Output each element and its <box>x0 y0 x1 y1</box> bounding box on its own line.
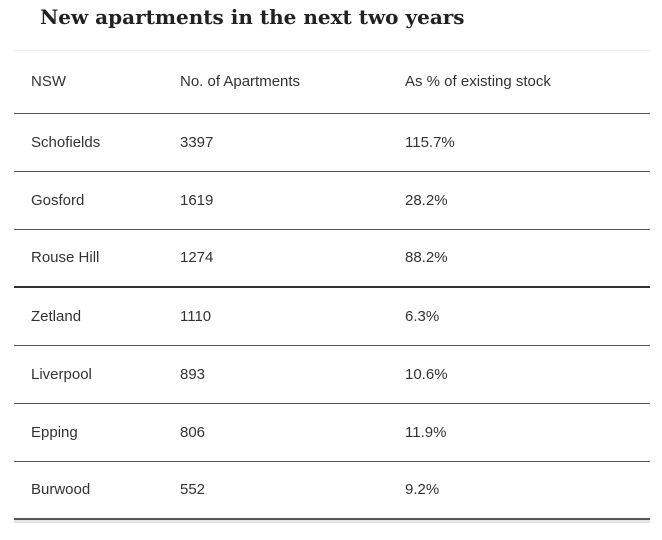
table-header: NSW No. of Apartments As % of existing s… <box>14 51 650 114</box>
cell-percent: 115.7% <box>405 133 455 151</box>
page-title: New apartments in the next two years <box>40 5 465 29</box>
table-row: Epping 806 11.9% <box>14 403 650 461</box>
table-row: Burwood 552 9.2% <box>14 461 650 519</box>
cell-percent: 9.2% <box>405 481 440 499</box>
cell-suburb: Liverpool <box>31 365 92 383</box>
cell-apartments: 1110 <box>180 307 212 325</box>
cell-apartments: 1274 <box>180 249 214 267</box>
cell-suburb: Epping <box>31 423 78 441</box>
cell-suburb: Gosford <box>31 191 85 209</box>
table-bottom-shadow <box>14 520 650 523</box>
cell-suburb: Schofields <box>31 133 101 151</box>
cell-apartments: 3397 <box>180 133 214 151</box>
cell-percent: 11.9% <box>405 423 447 441</box>
table-row: Liverpool 893 10.6% <box>14 345 650 403</box>
header-nsw: NSW <box>14 51 180 114</box>
cell-suburb: Rouse Hill <box>31 249 100 267</box>
table-body: Schofields 3397 115.7% Gosford 1619 28.2… <box>14 113 650 519</box>
apartments-table-container: NSW No. of Apartments As % of existing s… <box>14 50 650 523</box>
cell-suburb: Zetland <box>31 307 82 325</box>
header-percent-stock: As % of existing stock <box>405 51 650 114</box>
table-top-rule <box>14 50 650 51</box>
table-row: Gosford 1619 28.2% <box>14 171 650 229</box>
header-row: NSW No. of Apartments As % of existing s… <box>14 51 650 114</box>
table-row: Schofields 3397 115.7% <box>14 113 650 171</box>
cell-apartments: 1619 <box>180 191 214 209</box>
cell-percent: 88.2% <box>405 249 448 267</box>
cell-suburb: Burwood <box>31 481 91 499</box>
header-apartments: No. of Apartments <box>180 51 405 114</box>
cell-percent: 28.2% <box>405 191 448 209</box>
table-row: Rouse Hill 1274 88.2% <box>14 229 650 287</box>
cell-apartments: 893 <box>180 365 206 383</box>
cell-apartments: 806 <box>180 423 206 441</box>
cell-percent: 10.6% <box>405 365 448 383</box>
table-row: Zetland 1110 6.3% <box>14 287 650 345</box>
cell-apartments: 552 <box>180 481 206 499</box>
apartments-table: NSW No. of Apartments As % of existing s… <box>14 51 650 520</box>
cell-percent: 6.3% <box>405 307 440 325</box>
